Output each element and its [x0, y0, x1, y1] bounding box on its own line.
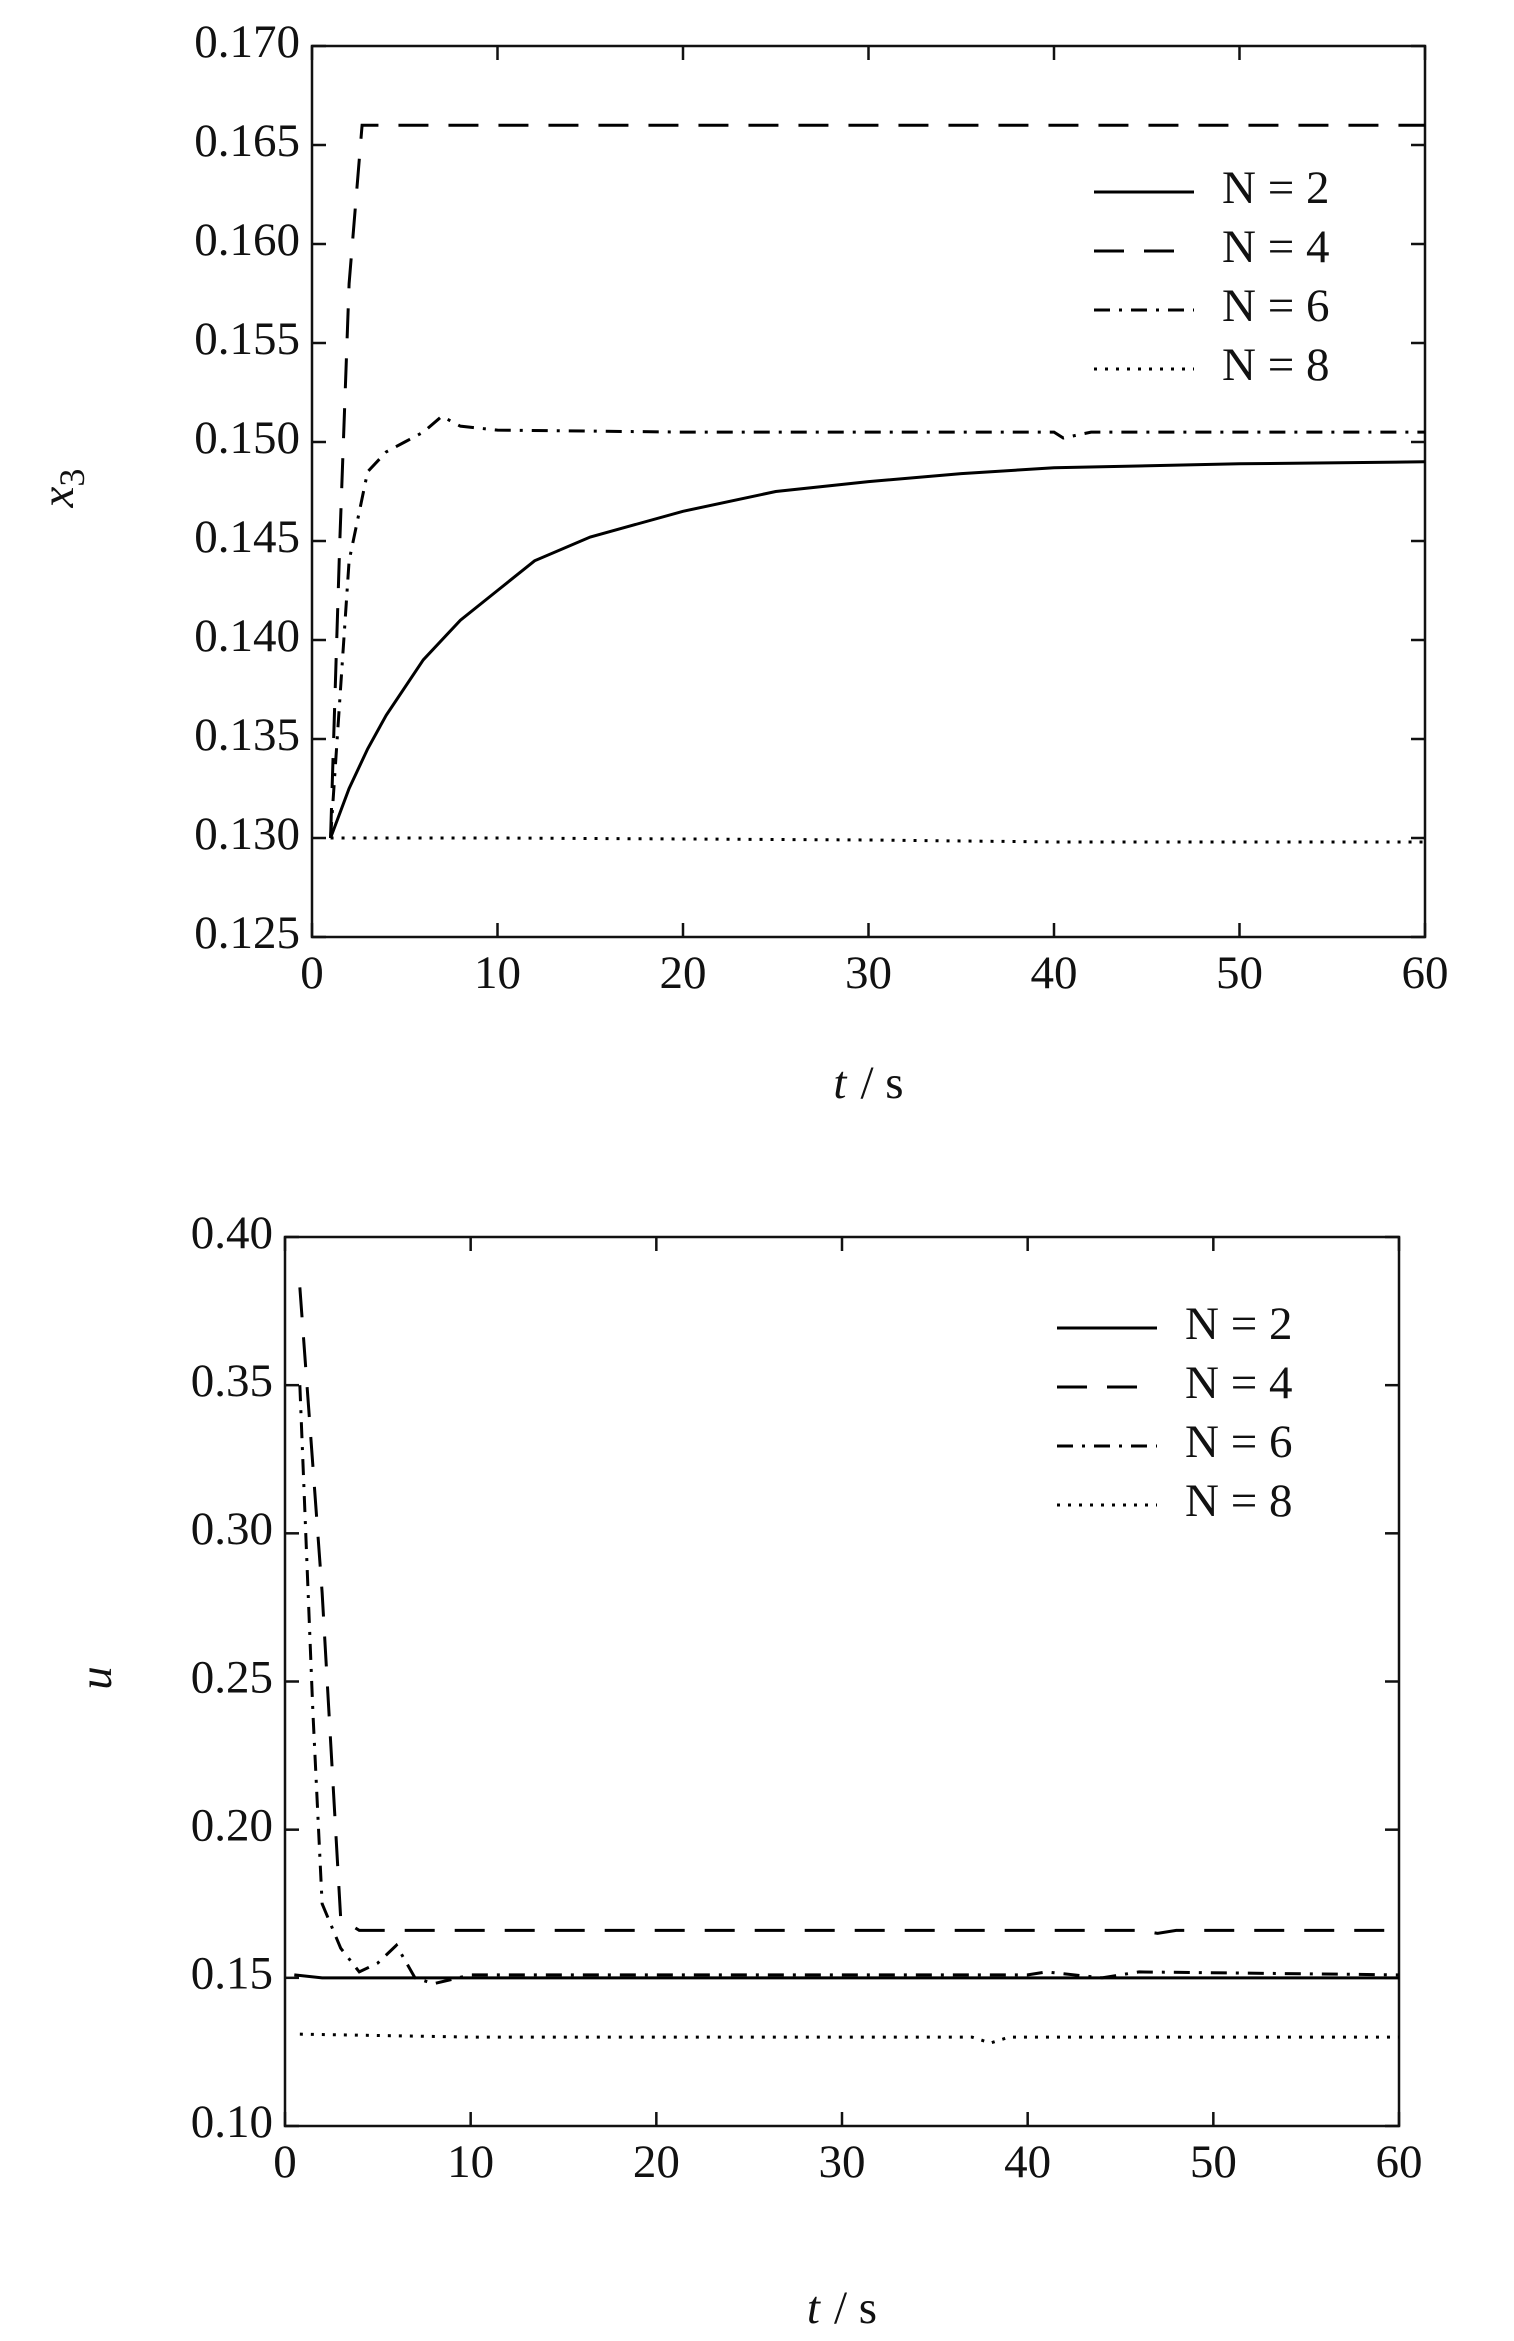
- x-tick-label: 40: [1031, 947, 1078, 999]
- legend-label: N = 8: [1185, 1475, 1292, 1527]
- x-tick-label: 0: [273, 2136, 297, 2188]
- y-tick-label: 0.10: [191, 2096, 273, 2148]
- x-tick-label: 60: [1402, 947, 1449, 999]
- series-line: [299, 2032, 1399, 2045]
- y-axis-variable: x: [32, 486, 84, 508]
- chart: 0.125 0.130 0.135 0.140 0.145 0.150 0.155 0.160…: [32, 16, 1449, 1109]
- x-tick-label: 30: [845, 947, 892, 999]
- y-axis-variable: u: [70, 1666, 122, 1690]
- x-tick-label: 30: [819, 2136, 866, 2188]
- y-tick-label: 0.125: [194, 907, 300, 959]
- x-tick-label: 0: [300, 947, 324, 999]
- y-tick-label: 0.30: [191, 1503, 273, 1555]
- legend-label: N = 2: [1185, 1298, 1292, 1350]
- y-axis-subscript: 3: [52, 469, 92, 487]
- x-axis-label: t / s: [807, 2282, 877, 2334]
- y-tick-label: 0.130: [194, 808, 300, 860]
- legend-label: N = 2: [1222, 162, 1329, 214]
- series-line: [329, 460, 1426, 839]
- series-line: [294, 1973, 1399, 1980]
- y-tick-label: 0.145: [194, 511, 300, 563]
- x-tick-label: 60: [1376, 2136, 1423, 2188]
- x-tick-label: 50: [1216, 947, 1263, 999]
- y-tick-label: 0.160: [194, 214, 300, 266]
- series-line: [329, 123, 1425, 839]
- legend-label: N = 6: [1185, 1416, 1292, 1468]
- series-line: [298, 1385, 1400, 1986]
- legend-label: N = 4: [1222, 221, 1329, 273]
- x-tick-label: 50: [1190, 2136, 1237, 2188]
- y-tick-label: 0.170: [194, 16, 300, 68]
- y-axis-label: x3: [32, 469, 92, 509]
- series-line: [329, 414, 1425, 839]
- y-tick-label: 0.150: [194, 412, 300, 464]
- x-axis-unit: / s: [834, 2282, 877, 2334]
- y-tick-label: 0.165: [194, 115, 300, 167]
- series-line: [298, 1287, 1399, 1935]
- x-tick-label: 40: [1004, 2136, 1051, 2188]
- chart: 0.10 0.15 0.20 0.25 0.30 0.35 0.40 0 10 20 30 40 50 6…: [70, 1207, 1423, 2334]
- y-axis-label: u: [70, 1666, 122, 1690]
- x-tick-label: 20: [633, 2136, 680, 2188]
- x-tick-label: 20: [660, 947, 707, 999]
- y-tick-label: 0.135: [194, 709, 300, 761]
- y-tick-label: 0.155: [194, 313, 300, 365]
- x-axis-variable: t: [807, 2282, 821, 2334]
- x-axis-label: t / s: [833, 1057, 903, 1109]
- x-tick-label: 10: [474, 947, 521, 999]
- x-tick-label: 10: [447, 2136, 494, 2188]
- y-tick-label: 0.15: [191, 1948, 273, 2000]
- legend-label: N = 6: [1222, 280, 1329, 332]
- y-tick-label: 0.40: [191, 1207, 273, 1259]
- x-axis-variable: t: [833, 1057, 847, 1109]
- y-tick-label: 0.25: [191, 1651, 273, 1703]
- y-tick-label: 0.20: [191, 1799, 273, 1851]
- legend-label: N = 4: [1185, 1357, 1292, 1409]
- x-axis-unit: / s: [860, 1057, 903, 1109]
- y-tick-label: 0.35: [191, 1355, 273, 1407]
- legend-label: N = 8: [1222, 339, 1329, 391]
- series-line: [330, 836, 1425, 844]
- y-tick-label: 0.140: [194, 610, 300, 662]
